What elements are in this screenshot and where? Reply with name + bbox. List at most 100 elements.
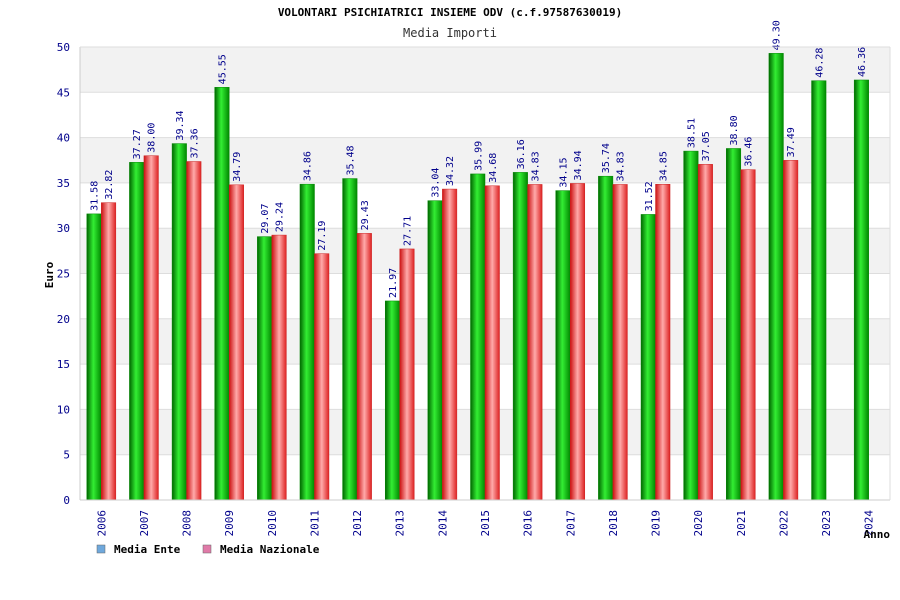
bar-media-ente-2008 [171, 143, 187, 501]
bar-media-ente-2023 [811, 80, 827, 501]
data-label: 27.71 [402, 216, 413, 246]
data-label: 27.19 [317, 221, 328, 251]
bar-media-nazionale-2011 [314, 253, 330, 501]
x-tick-label: 2021 [735, 510, 748, 537]
data-label: 37.49 [786, 127, 797, 157]
data-label: 34.86 [303, 151, 314, 181]
bar-media-nazionale-2020 [697, 164, 713, 501]
bar-media-ente-2015 [470, 173, 486, 501]
x-tick-label: 2013 [394, 510, 407, 537]
legend-swatch-media-nazionale [202, 544, 212, 554]
chart-title: VOLONTARI PSICHIATRICI INSIEME ODV (c.f.… [278, 6, 622, 19]
data-label: 34.32 [445, 156, 456, 186]
data-label: 49.30 [772, 20, 783, 50]
bar-media-ente-2010 [257, 236, 273, 501]
y-tick-label: 35 [57, 177, 70, 190]
y-tick-label: 0 [63, 494, 70, 507]
x-tick-label: 2009 [223, 510, 236, 537]
x-tick-label: 2022 [777, 510, 790, 537]
bar-media-ente-2014 [427, 200, 443, 501]
bar-media-nazionale-2006 [101, 202, 117, 501]
bar-media-ente-2021 [726, 148, 742, 501]
bar-media-nazionale-2012 [356, 233, 372, 501]
x-tick-label: 2014 [436, 510, 449, 537]
data-label: 46.28 [814, 48, 825, 78]
bar-media-ente-2016 [512, 172, 528, 501]
x-tick-label: 2015 [479, 510, 492, 537]
data-label: 36.46 [744, 137, 755, 167]
bar-media-ente-2020 [683, 150, 699, 501]
bar-media-nazionale-2007 [143, 155, 159, 501]
data-label: 34.94 [573, 150, 584, 180]
bar-media-ente-2024 [853, 79, 869, 501]
data-label: 34.68 [488, 153, 499, 183]
x-tick-label: 2006 [95, 510, 108, 537]
y-tick-label: 40 [57, 132, 70, 145]
legend-swatch-media-ente [96, 544, 106, 554]
y-tick-label: 5 [63, 449, 70, 462]
bar-media-ente-2009 [214, 87, 230, 501]
data-label: 35.99 [473, 141, 484, 171]
bar-media-nazionale-2015 [484, 185, 500, 501]
data-label: 31.58 [90, 181, 101, 211]
data-label: 31.52 [644, 181, 655, 211]
bar-media-nazionale-2016 [527, 184, 543, 501]
bar-media-nazionale-2019 [655, 184, 671, 501]
bar-media-nazionale-2018 [612, 184, 628, 501]
x-tick-label: 2011 [308, 510, 321, 537]
bar-media-ente-2018 [598, 175, 614, 501]
bar-media-ente-2007 [129, 162, 145, 501]
bar-media-ente-2022 [768, 53, 784, 501]
bar-media-nazionale-2008 [186, 161, 202, 501]
data-label: 38.00 [147, 123, 158, 153]
x-tick-label: 2020 [692, 510, 705, 537]
plot-band [80, 47, 890, 93]
legend: Media Ente Media Nazionale [96, 543, 320, 556]
x-tick-label: 2024 [863, 510, 876, 537]
x-tick-label: 2023 [820, 510, 833, 537]
data-label: 34.85 [658, 151, 669, 181]
y-tick-label: 15 [57, 358, 70, 371]
y-tick-label: 30 [57, 222, 70, 235]
x-tick-label: 2016 [522, 510, 535, 537]
data-label: 34.15 [559, 157, 570, 187]
y-axis-label: Euro [43, 261, 56, 288]
x-tick-label: 2019 [650, 510, 663, 537]
bar-media-nazionale-2009 [228, 184, 244, 501]
data-label: 33.04 [431, 168, 442, 198]
y-tick-labels: 0 5 10 15 20 25 30 35 40 45 50 [57, 41, 70, 507]
bar-media-ente-2013 [384, 300, 400, 501]
legend-label-media-ente: Media Ente [114, 543, 181, 556]
x-tick-label: 2017 [564, 510, 577, 537]
y-tick-label: 45 [57, 86, 70, 99]
x-tick-label: 2008 [181, 510, 194, 537]
data-label: 32.82 [104, 170, 115, 200]
y-tick-label: 20 [57, 313, 70, 326]
data-label: 34.83 [616, 151, 627, 181]
data-label: 21.97 [388, 268, 399, 298]
data-label: 37.05 [701, 131, 712, 161]
data-label: 45.55 [217, 54, 228, 84]
x-tick-label: 2012 [351, 510, 364, 537]
data-label: 39.34 [175, 110, 186, 140]
bar-media-nazionale-2010 [271, 234, 287, 501]
x-tick-labels: 2006 2007 2008 2009 2010 2011 2012 2013 2014 2015… [95, 510, 875, 537]
data-label: 29.24 [275, 202, 286, 232]
data-label: 36.16 [516, 139, 527, 169]
data-label: 29.43 [360, 200, 371, 230]
bar-media-ente-2006 [86, 213, 102, 501]
data-label: 46.36 [857, 47, 868, 77]
data-label: 37.36 [189, 128, 200, 158]
data-label: 34.83 [530, 151, 541, 181]
data-label: 29.07 [260, 204, 271, 234]
y-tick-label: 25 [57, 268, 70, 281]
x-tick-label: 2010 [266, 510, 279, 537]
y-tick-label: 10 [57, 403, 70, 416]
data-label: 38.80 [729, 115, 740, 145]
data-label: 35.48 [345, 145, 356, 175]
x-tick-label: 2007 [138, 510, 151, 537]
bar-media-nazionale-2021 [740, 169, 756, 501]
bar-media-nazionale-2013 [399, 248, 415, 501]
